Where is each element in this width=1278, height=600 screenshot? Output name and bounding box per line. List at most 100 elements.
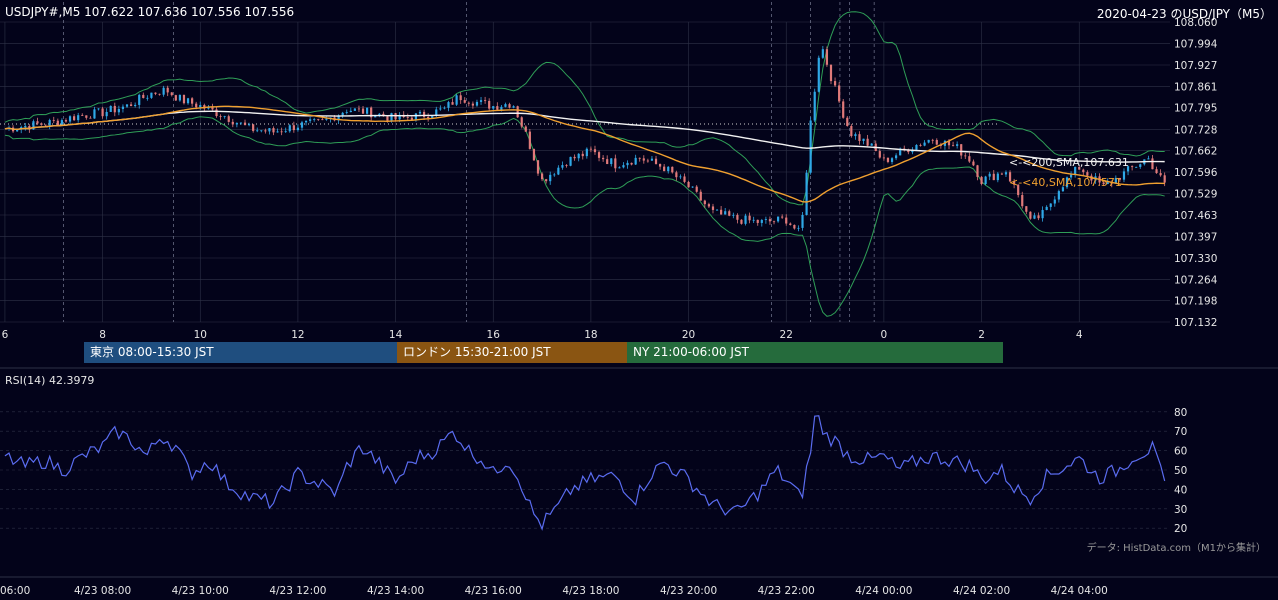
candle-body bbox=[243, 122, 247, 126]
candle-body bbox=[158, 93, 161, 95]
candle-body bbox=[36, 121, 39, 124]
candle-body bbox=[663, 166, 666, 172]
candle-body bbox=[1008, 172, 1012, 182]
candle-body bbox=[728, 211, 731, 216]
candle-body bbox=[142, 94, 145, 98]
candle-body bbox=[24, 125, 27, 128]
candle-body bbox=[345, 112, 348, 113]
rsi-tick-label: 30 bbox=[1174, 504, 1187, 516]
candle-body bbox=[414, 113, 418, 121]
price-tick-label: 107.795 bbox=[1174, 103, 1217, 115]
candle-body bbox=[325, 118, 328, 120]
candle-body bbox=[341, 112, 344, 116]
candle-body bbox=[170, 92, 173, 96]
candle-body bbox=[186, 98, 190, 104]
candle-body bbox=[162, 87, 165, 95]
sma200-line bbox=[4, 110, 1165, 163]
candle-body bbox=[919, 144, 922, 146]
candle-body bbox=[239, 122, 243, 124]
price-tick-label: 107.132 bbox=[1174, 317, 1217, 329]
candle-body bbox=[764, 219, 767, 221]
candle-body bbox=[947, 140, 951, 146]
hour-tick-label: 20 bbox=[682, 329, 695, 341]
rsi-label: RSI(14) 42.3979 bbox=[5, 374, 94, 387]
hour-tick-label: 4 bbox=[1076, 329, 1083, 341]
candle-body bbox=[675, 172, 678, 178]
candle-body bbox=[182, 94, 186, 104]
candle-body bbox=[247, 124, 251, 126]
date-tick-label: 4/23 08:00 bbox=[74, 585, 131, 597]
candle-body bbox=[956, 144, 959, 146]
candle-body bbox=[785, 217, 788, 224]
price-tick-label: 107.596 bbox=[1174, 167, 1218, 179]
candle-body bbox=[589, 148, 593, 150]
hour-tick-label: 22 bbox=[780, 329, 793, 341]
candle-body bbox=[618, 167, 621, 169]
candle-body bbox=[134, 104, 137, 107]
price-tick-label: 107.330 bbox=[1174, 253, 1217, 265]
candle-body bbox=[715, 209, 719, 211]
candle-body bbox=[960, 144, 963, 156]
candle-body bbox=[1049, 203, 1052, 207]
candle-body bbox=[418, 111, 422, 114]
candle-body bbox=[475, 101, 479, 106]
candle-body bbox=[858, 134, 861, 141]
candle-body bbox=[748, 215, 751, 221]
rsi-polyline bbox=[4, 415, 1166, 531]
candle-body bbox=[1114, 177, 1117, 184]
candle-body bbox=[772, 221, 776, 223]
candle-body bbox=[890, 158, 894, 162]
session-dashed-lines bbox=[63, 2, 875, 322]
hour-tick-label: 0 bbox=[881, 329, 888, 341]
candle-body bbox=[280, 131, 283, 133]
candle-body bbox=[776, 216, 780, 222]
candle-body bbox=[337, 115, 340, 121]
candle-body bbox=[85, 115, 88, 118]
candle-body bbox=[235, 123, 238, 125]
candle-body bbox=[968, 156, 971, 162]
price-gridlines bbox=[0, 21, 1170, 323]
candle-body bbox=[581, 153, 584, 157]
candle-body bbox=[882, 157, 885, 159]
candle-body bbox=[484, 100, 487, 101]
candle-body bbox=[951, 145, 955, 147]
date-tick-label: 4/23 18:00 bbox=[562, 585, 619, 597]
session-london: ロンドン 15:30-21:00 JST bbox=[397, 342, 627, 363]
hour-tick-label: 12 bbox=[291, 329, 304, 341]
candle-body bbox=[838, 85, 841, 102]
candle-body bbox=[451, 102, 454, 105]
candle-body bbox=[553, 174, 556, 176]
date-tick-label: 4/23 14:00 bbox=[367, 585, 424, 597]
candle-body bbox=[288, 125, 291, 132]
candle-body bbox=[1155, 169, 1158, 174]
candle-body bbox=[1102, 182, 1105, 185]
candle-body bbox=[439, 108, 442, 110]
candle-body bbox=[992, 173, 995, 181]
date-tick-label: 4/23 10:00 bbox=[172, 585, 229, 597]
price-tick-label: 107.198 bbox=[1174, 296, 1217, 308]
candle-body bbox=[988, 173, 991, 177]
candle-body bbox=[500, 106, 503, 110]
price-tick-label: 107.662 bbox=[1174, 146, 1217, 158]
candle-body bbox=[789, 223, 792, 225]
candle-body bbox=[650, 158, 654, 161]
candle-body bbox=[768, 219, 772, 222]
candle-body bbox=[593, 149, 597, 153]
candle-body bbox=[508, 104, 511, 108]
candle-body bbox=[1033, 215, 1036, 219]
candle-body bbox=[801, 214, 804, 228]
candle-body bbox=[927, 139, 930, 143]
candle-body bbox=[569, 156, 572, 166]
candle-body bbox=[577, 153, 580, 159]
candle-body bbox=[431, 115, 434, 119]
candle-body bbox=[524, 126, 527, 132]
hour-axis: 6 8 10 12 14 16 18 20 22 0 2 4 bbox=[2, 329, 1083, 341]
candle-body bbox=[81, 115, 84, 116]
candle-body bbox=[797, 227, 800, 229]
candle-body bbox=[117, 108, 120, 113]
candle-body bbox=[549, 174, 552, 182]
candle-body bbox=[390, 113, 393, 121]
date-tick-label: 4/23 12:00 bbox=[269, 585, 326, 597]
hour-tick-label: 6 bbox=[2, 329, 9, 341]
